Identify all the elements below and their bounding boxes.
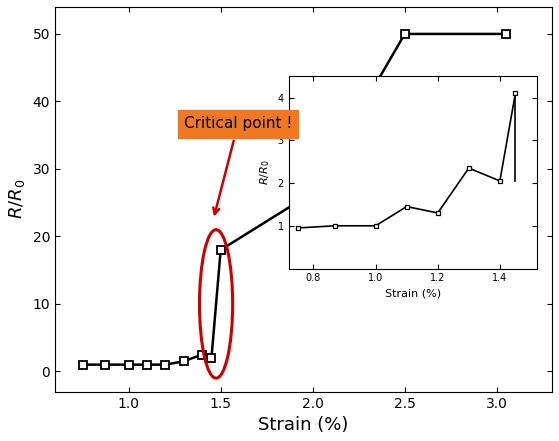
Y-axis label: $R/R_0$: $R/R_0$ [7, 179, 27, 220]
Text: Critical point !: Critical point ! [184, 116, 292, 214]
X-axis label: Strain (%): Strain (%) [258, 416, 349, 434]
